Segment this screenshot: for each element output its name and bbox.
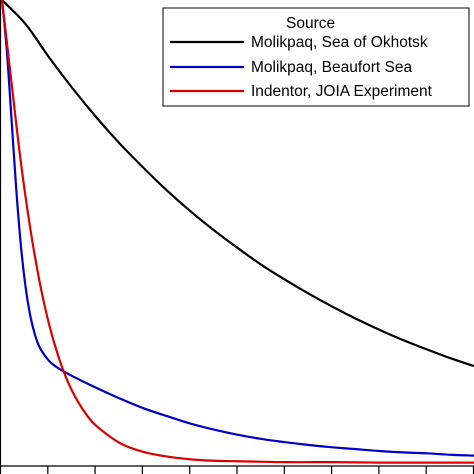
series-line-beaufort — [0, 0, 474, 457]
series-line-joia — [0, 0, 474, 464]
legend-items: Molikpaq, Sea of Okhotsk Molikpaq, Beaufo… — [170, 34, 433, 100]
legend-label-joia: Indentor, JOIA Experiment — [251, 83, 433, 100]
legend-box — [162, 7, 470, 107]
legend-label-beaufort: Molikpaq, Beaufort Sea — [251, 59, 413, 76]
legend-label-okhotsk: Molikpaq, Sea of Okhotsk — [251, 34, 428, 51]
series-layer — [0, 0, 474, 464]
series-line-okhotsk — [1, 0, 474, 368]
x-axis-ticks — [0, 466, 474, 474]
legend: Source Molikpaq, Sea of OkhotskMolikpaq,… — [162, 7, 470, 107]
legend-title: Source — [286, 15, 335, 32]
